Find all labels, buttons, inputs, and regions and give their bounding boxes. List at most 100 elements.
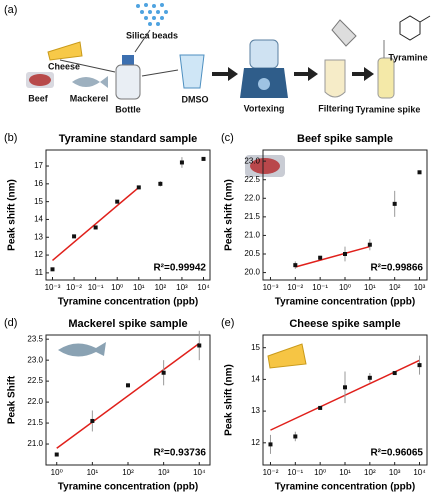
y-tick-label: 14 xyxy=(34,215,43,224)
x-axis-label: Tyramine concentration (ppb) xyxy=(58,297,198,308)
beef-label: Beef xyxy=(28,93,49,103)
x-tick-label: 10⁰ xyxy=(339,283,351,292)
panel-label: (a) xyxy=(4,4,17,16)
data-point xyxy=(367,375,372,380)
data-point xyxy=(293,434,298,439)
data-point xyxy=(293,263,298,268)
beef-photo xyxy=(245,155,285,177)
x-tick-label: 10² xyxy=(389,283,401,292)
y-tick-label: 21.0 xyxy=(244,231,260,240)
x-tick-label: 10⁰ xyxy=(111,283,123,292)
data-point xyxy=(126,383,130,388)
x-tick-label: 10⁴ xyxy=(413,468,426,477)
filter-tube xyxy=(324,59,346,98)
panel-label: (b) xyxy=(4,132,17,144)
panel-label: (e) xyxy=(221,317,234,329)
spike-tube xyxy=(377,57,395,99)
bottle-label: Bottle xyxy=(115,104,141,114)
y-tick-label: 23.0 xyxy=(244,156,260,165)
tyramine-structure xyxy=(399,15,431,41)
x-tick-label: 10⁻¹ xyxy=(88,283,104,292)
filter-label: Filtering xyxy=(318,103,354,113)
fish-icon xyxy=(72,76,108,88)
data-point xyxy=(197,343,202,348)
y-tick-label: 17 xyxy=(34,161,43,170)
y-tick-label: 22.0 xyxy=(244,193,260,202)
fit-line xyxy=(295,245,371,268)
data-point xyxy=(115,199,120,204)
x-tick-label: 10⁻² xyxy=(263,468,279,477)
data-point xyxy=(161,370,166,375)
y-tick-label: 12 xyxy=(251,438,260,447)
x-tick-label: 10⁰ xyxy=(51,468,63,477)
dmso-icon xyxy=(179,54,205,89)
x-tick-label: 10⁰ xyxy=(314,468,326,477)
data-point xyxy=(158,181,163,186)
mackerel-label: Mackerel xyxy=(70,93,109,103)
y-tick-label: 22.5 xyxy=(244,175,260,184)
y-tick-label: 20.5 xyxy=(244,249,260,258)
chart-title: Beef spike sample xyxy=(297,133,393,145)
y-tick-label: 21.5 xyxy=(27,418,43,427)
r2-annotation: R²=0.99866 xyxy=(370,263,423,274)
data-point xyxy=(392,201,397,206)
data-point xyxy=(417,363,422,368)
chart-title: Cheese spike sample xyxy=(289,318,400,330)
vortex-label: Vortexing xyxy=(244,103,285,113)
chart-title: Mackerel spike sample xyxy=(68,318,187,330)
data-point xyxy=(50,267,55,272)
x-tick-label: 10² xyxy=(122,468,134,477)
x-tick-label: 10¹ xyxy=(87,468,99,477)
y-tick-label: 13 xyxy=(251,406,260,415)
data-point xyxy=(268,442,273,447)
bottle-cap xyxy=(122,55,134,65)
x-tick-label: 10⁻² xyxy=(66,283,82,292)
arrows xyxy=(59,29,179,77)
x-tick-label: 10⁻² xyxy=(287,283,303,292)
vortex-knob xyxy=(258,78,270,90)
x-tick-label: 10⁻³ xyxy=(263,283,279,292)
x-tick-label: 10¹ xyxy=(339,468,351,477)
fish-photo xyxy=(58,342,106,357)
bottle-icon xyxy=(115,64,141,100)
x-tick-label: 10⁻¹ xyxy=(287,468,303,477)
x-tick-label: 10³ xyxy=(176,283,188,292)
plot-frame xyxy=(45,149,211,281)
y-tick-label: 12 xyxy=(34,250,43,259)
data-point xyxy=(54,452,59,457)
arrow xyxy=(352,67,374,81)
data-point xyxy=(392,371,397,376)
x-tick-label: 10³ xyxy=(158,468,170,477)
x-tick-label: 10³ xyxy=(389,468,401,477)
x-tick-label: 10⁻¹ xyxy=(312,283,328,292)
arrow xyxy=(212,67,238,81)
y-axis-label: Peak shift (nm) xyxy=(7,179,18,251)
cheese-icon xyxy=(47,41,83,61)
y-tick-label: 15 xyxy=(34,197,43,206)
data-point xyxy=(90,418,95,423)
x-tick-label: 10¹ xyxy=(364,283,376,292)
y-tick-label: 21.0 xyxy=(27,439,43,448)
workflow-panel: (a) Silica beads Cheese Beef Mackerel Bo… xyxy=(4,3,431,114)
dmso-label: DMSO xyxy=(182,94,209,104)
data-point xyxy=(367,242,372,247)
x-tick-label: 10⁴ xyxy=(197,283,210,292)
panel-label: (c) xyxy=(221,132,234,144)
spike-label: Tyramine spike xyxy=(356,104,421,114)
y-tick-label: 23.5 xyxy=(27,334,43,343)
syringe-icon xyxy=(331,19,357,47)
cheese-label: Cheese xyxy=(48,61,80,71)
data-point xyxy=(343,385,347,390)
r2-annotation: R²=0.93736 xyxy=(153,448,206,459)
y-axis-label: Peak Shift xyxy=(7,375,18,424)
y-tick-label: 14 xyxy=(251,374,260,383)
x-tick-label: 10² xyxy=(155,283,167,292)
x-axis-label: Tyramine concentration (ppb) xyxy=(275,297,415,308)
data-point xyxy=(72,234,77,239)
fit-line xyxy=(52,186,140,261)
x-tick-label: 10⁻³ xyxy=(45,283,61,292)
x-tick-label: 10² xyxy=(364,468,376,477)
y-axis-label: Peak shift (nm) xyxy=(224,179,235,251)
cheese-photo xyxy=(267,343,307,369)
